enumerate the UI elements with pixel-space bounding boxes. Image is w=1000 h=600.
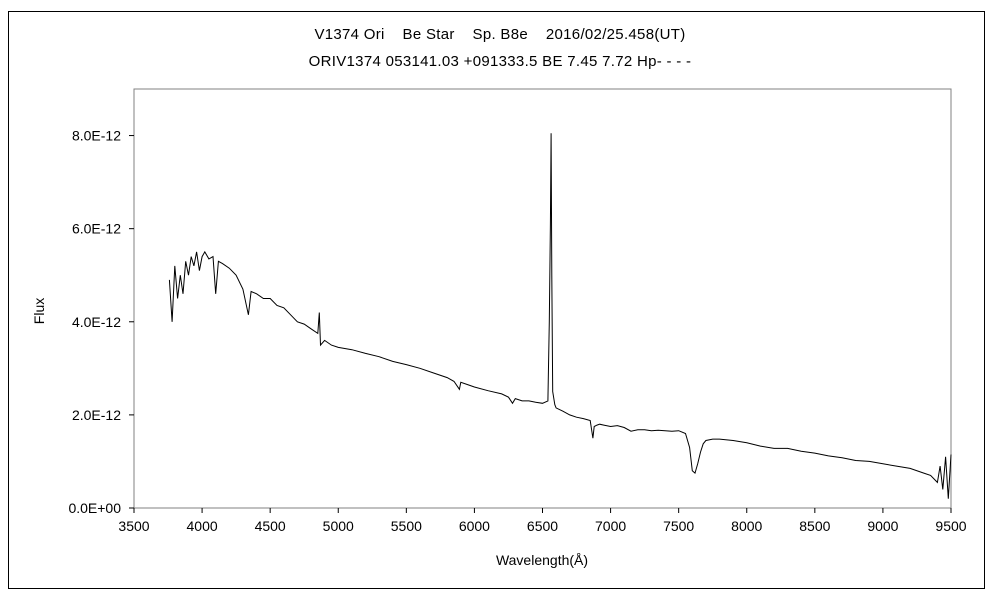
y-tick-label: 4.0E-12 [72, 314, 121, 330]
x-tick-label: 3500 [118, 518, 149, 534]
chart-subtitle: ORIV1374 053141.03 +091333.5 BE 7.45 7.7… [308, 53, 692, 70]
x-tick-label: 8500 [799, 518, 830, 534]
x-tick-label: 4500 [255, 518, 286, 534]
y-tick-label: 0.0E+00 [68, 500, 121, 516]
x-tick-label: 4000 [187, 518, 218, 534]
x-tick-label: 5500 [391, 518, 422, 534]
x-axis-label: Wavelength(Å) [496, 552, 588, 568]
y-tick-label: 8.0E-12 [72, 128, 121, 144]
x-axis: 3500 4000 4500 5000 5500 6000 6500 7000 7500 8000… [118, 508, 967, 534]
chart-title: V1374 Ori Be Star Sp. B8e 2016/02/25.458… [314, 26, 686, 43]
chart-frame [8, 11, 985, 589]
x-tick-label: 7500 [663, 518, 694, 534]
y-tick-label: 2.0E-12 [72, 407, 121, 423]
x-tick-label: 8000 [731, 518, 762, 534]
y-tick-label: 6.0E-12 [72, 221, 121, 237]
y-axis-label: Flux [31, 298, 47, 324]
x-tick-label: 6000 [459, 518, 490, 534]
x-tick-label: 6500 [527, 518, 558, 534]
plot-area [133, 88, 952, 509]
x-tick-label: 5000 [323, 518, 354, 534]
x-tick-label: 9500 [935, 518, 966, 534]
x-tick-label: 7000 [595, 518, 626, 534]
y-axis: 0.0E+00 2.0E-12 4.0E-12 6.0E-12 8.0E-12 [68, 128, 134, 516]
x-tick-label: 9000 [867, 518, 898, 534]
spectrum-line [168, 133, 952, 499]
